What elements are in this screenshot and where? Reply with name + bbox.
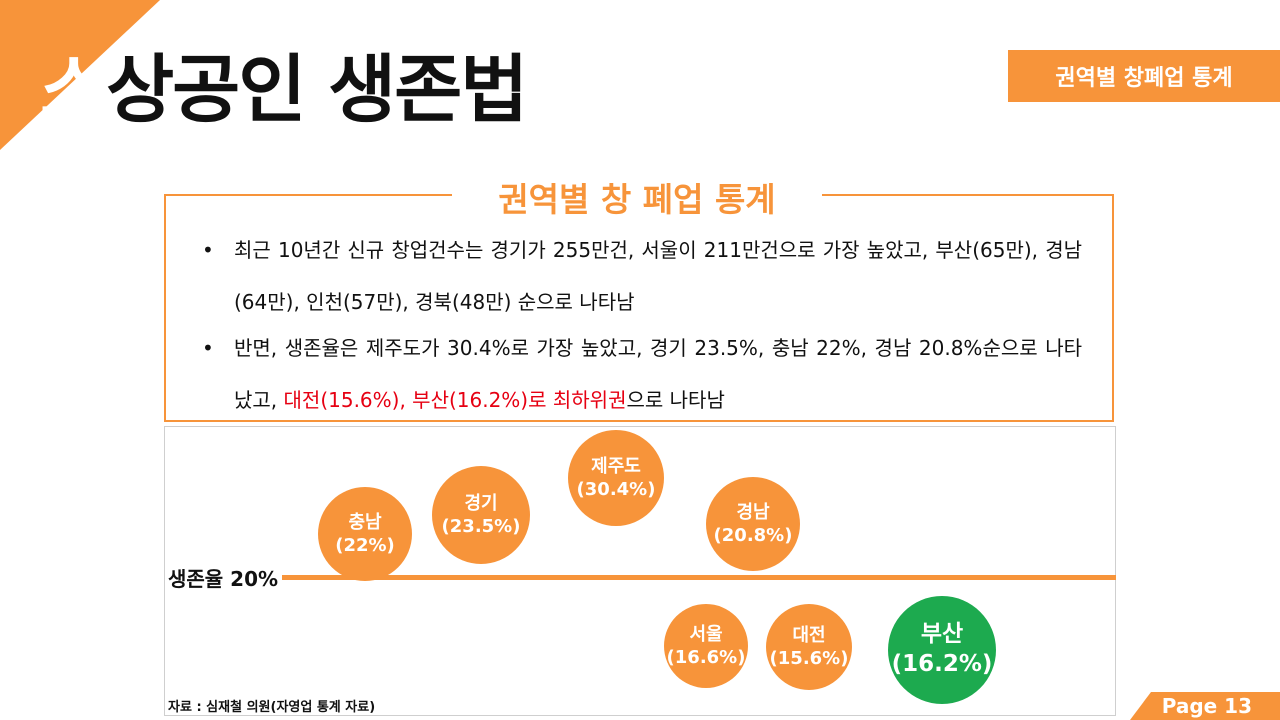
bullet-text: 반면, 생존율은 제주도가 30.4%로 가장 높았고, 경기 23.5%, 충…: [234, 322, 1082, 426]
bubble-value: (16.2%): [891, 651, 993, 677]
survival-baseline: [282, 575, 1116, 580]
section-badge: 권역별 창폐업 통계: [1008, 50, 1280, 102]
bubble-region: 충남: [348, 511, 382, 533]
survival-baseline-label: 생존율 20%: [168, 567, 279, 591]
bubble-region: 대전: [792, 624, 826, 646]
corner-decoration: [0, 0, 160, 150]
bullet-text-highlight: 대전(15.6%), 부산(16.2%)로 최하위권: [283, 388, 627, 412]
bubble-gyeonggi: 경기 (23.5%): [432, 466, 530, 564]
bubble-seoul: 서울 (16.6%): [664, 604, 748, 688]
bullet-text: 최근 10년간 신규 창업건수는 경기가 255만건, 서울이 211만건으로 …: [234, 238, 1082, 314]
source-note: 자료 : 심재철 의원(자영업 통계 자료): [168, 700, 376, 715]
bubble-value: (23.5%): [441, 516, 521, 537]
bubble-chungnam: 충남 (22%): [318, 487, 412, 581]
bubble-jeju: 제주도 (30.4%): [568, 430, 664, 526]
bubble-value: (22%): [335, 535, 395, 556]
bubble-busan: 부산 (16.2%): [888, 596, 996, 704]
page-title: 소상공인 생존법: [40, 30, 528, 137]
bubble-gyeongnam: 경남 (20.8%): [706, 477, 800, 571]
bullet-dot: •: [202, 238, 214, 262]
bullet-dot: •: [202, 336, 214, 360]
bullet-item-1: • 최근 10년간 신규 창업건수는 경기가 255만건, 서울이 211만건으…: [202, 224, 1082, 328]
bubble-value: (30.4%): [576, 479, 656, 500]
bubble-region: 서울: [689, 623, 723, 645]
title-rest: 상공인 생존법: [106, 47, 528, 133]
bubble-region: 제주도: [591, 455, 641, 477]
title-first-char: 소: [40, 47, 108, 133]
bullet-text-post: 으로 나타남: [626, 388, 725, 412]
bubble-region: 경기: [464, 492, 498, 514]
summary-title: 권역별 창 폐업 통계: [452, 174, 822, 220]
bullet-item-2: • 반면, 생존율은 제주도가 30.4%로 가장 높았고, 경기 23.5%,…: [202, 322, 1082, 426]
page-number: Page 13: [1130, 692, 1280, 720]
bullet-text-pre: 반면, 생존율은 제주도가 30.4%로 가장 높았고, 경기 23.5%, 충…: [234, 336, 1082, 412]
bubble-value: (16.6%): [666, 647, 746, 668]
bubble-region: 경남: [736, 501, 770, 523]
survival-chart: [164, 426, 1116, 716]
bubble-value: (15.6%): [769, 648, 849, 669]
bubble-value: (20.8%): [713, 525, 793, 546]
bubble-region: 부산: [920, 621, 964, 648]
bubble-daejeon: 대전 (15.6%): [766, 604, 852, 690]
